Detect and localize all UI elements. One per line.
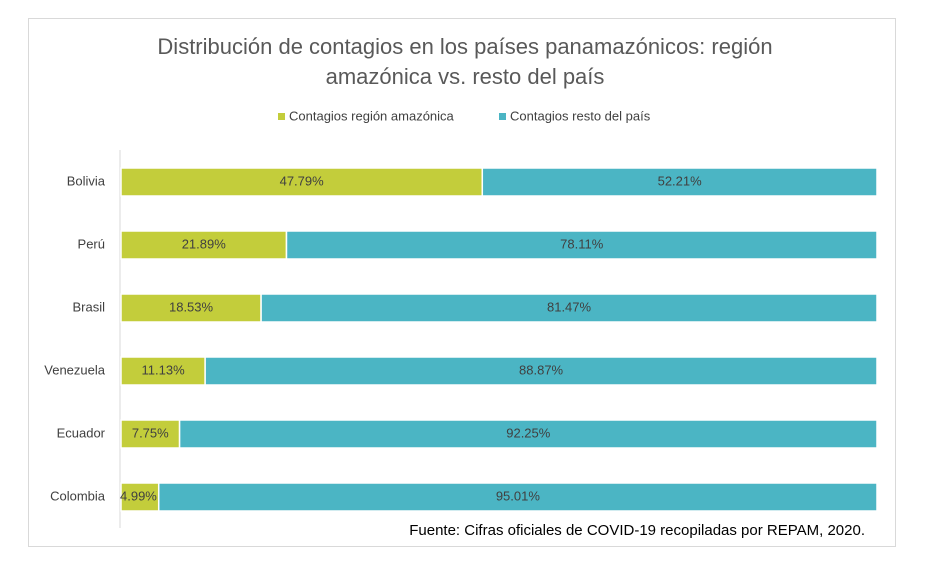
bar-segment	[178, 419, 878, 449]
value-label: 11.13%	[142, 362, 186, 377]
value-label: 78.11%	[560, 236, 604, 251]
bar-segment	[120, 419, 181, 449]
bar-segment	[260, 293, 878, 323]
bar-segment	[120, 230, 288, 260]
legend-swatch	[499, 113, 506, 120]
bar-segment	[204, 356, 878, 386]
value-label: 95.01%	[496, 488, 541, 503]
bar-segment	[285, 230, 878, 260]
bar-segment	[120, 167, 484, 197]
value-label: 81.47%	[547, 299, 592, 314]
value-label: 47.79%	[280, 173, 325, 188]
source-note: Fuente: Cifras oficiales de COVID-19 rec…	[409, 522, 865, 539]
chart-title: Distribución de contagios en los países …	[157, 34, 773, 89]
y-tick-label: Colombia	[50, 488, 106, 503]
value-label: 4.99%	[120, 488, 157, 503]
y-tick-label: Perú	[78, 236, 105, 251]
bar-segment	[120, 482, 160, 512]
y-tick-label: Ecuador	[57, 425, 106, 440]
value-label: 18.53%	[169, 299, 214, 314]
value-label: 88.87%	[519, 362, 564, 377]
value-label: 52.21%	[658, 173, 703, 188]
legend-label: Contagios región amazónica	[289, 108, 455, 123]
bar-segment	[120, 293, 262, 323]
y-tick-label: Brasil	[72, 299, 105, 314]
value-label: 21.89%	[182, 236, 227, 251]
y-tick-label: Venezuela	[44, 362, 105, 377]
bar-segment	[481, 167, 878, 197]
value-label: 92.25%	[506, 425, 551, 440]
bar-segment	[157, 482, 878, 512]
y-tick-label: Bolivia	[67, 173, 106, 188]
legend-label: Contagios resto del país	[510, 108, 651, 123]
chart-frame	[28, 18, 896, 547]
legend-swatch	[278, 113, 285, 120]
value-label: 7.75%	[132, 425, 169, 440]
